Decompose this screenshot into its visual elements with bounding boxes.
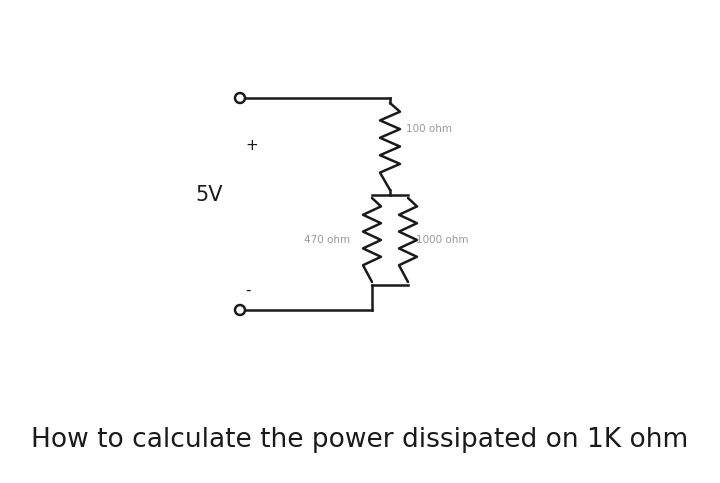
Text: +: +: [245, 138, 258, 153]
Text: 1000 ohm: 1000 ohm: [416, 235, 469, 245]
Text: -: -: [245, 283, 251, 298]
Text: 470 ohm: 470 ohm: [304, 235, 350, 245]
Text: 5V: 5V: [195, 185, 222, 205]
Text: 100 ohm: 100 ohm: [406, 124, 452, 133]
Text: How to calculate the power dissipated on 1K ohm: How to calculate the power dissipated on…: [32, 427, 688, 453]
